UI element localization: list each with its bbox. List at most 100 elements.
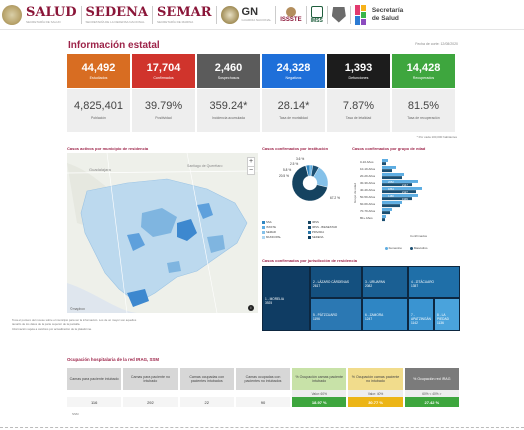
per-100k-note: * Por cada 100,000 habitantes	[416, 135, 457, 139]
zoom-in-button[interactable]: +	[248, 158, 254, 165]
card-label: Recuperados	[412, 75, 435, 80]
age-bar-female[interactable]	[382, 215, 386, 218]
map-note-1: Toca el puntero del mouse sobre el munic…	[12, 318, 137, 322]
salud-logo-text: SALUD	[26, 5, 77, 20]
map-note-2: tamaño de los datos de la parte superior…	[12, 322, 81, 326]
age-bar-female[interactable]	[382, 180, 418, 183]
card-value: 24,328	[276, 61, 311, 74]
treemap-cell-name: 8 - LA PIEDAD	[437, 312, 449, 321]
pie-legend-item: SSA	[262, 220, 304, 224]
age-bar-male[interactable]	[382, 211, 390, 215]
pie-slice[interactable]	[291, 165, 328, 202]
age-bar-female[interactable]	[382, 194, 418, 197]
imss-logo: IMSS	[311, 0, 323, 30]
card-value: 14,428	[406, 61, 441, 74]
treemap-cell-value: 3925	[265, 300, 273, 305]
treemap-cell-value: 1196	[313, 316, 320, 321]
treemap-cell-value: 1142	[411, 320, 418, 325]
pie-legend-item: SEMAR	[262, 230, 304, 234]
card-label: Sospechosos	[217, 75, 240, 80]
age-bar-female[interactable]	[382, 166, 396, 169]
active-cases-map[interactable]: Guadalajara Santiago de Querétaro + − ©m…	[67, 153, 258, 313]
treemap-cell[interactable]: 4 - ZITÁCUARO 1357	[408, 266, 460, 298]
card-label: Confirmados	[153, 75, 174, 80]
age-bar-data-label: 2052	[388, 180, 394, 184]
age-bar-female[interactable]	[382, 159, 388, 162]
card-metric-label: Población	[91, 116, 106, 120]
age-bar-data-label: 2147	[402, 183, 408, 187]
state-seal-logo	[331, 0, 346, 30]
indicator-card: 1,393 Defunciones 7.87% Tasa de letalidad	[327, 54, 390, 132]
age-bar-male[interactable]	[382, 176, 402, 180]
occupancy-value: 30.77 %	[348, 397, 403, 407]
occupancy-header: % Ocupación camas paciente no intubado	[348, 368, 403, 390]
issste-logo-text: ISSSTE	[280, 16, 302, 23]
occupancy-column: Camas para paciente no intubado 292	[123, 368, 178, 408]
age-bar-male[interactable]	[382, 218, 385, 222]
occupancy-value: 116	[67, 397, 122, 407]
pie-data-label: 5.8 %	[283, 168, 291, 172]
pie-legend: SSA IMSS ISSSTE IMSS - BIENESTAR SEMAR PRIVAD…	[262, 220, 350, 239]
age-bar-female[interactable]	[382, 201, 402, 204]
age-bar-male[interactable]	[382, 197, 412, 201]
card-metric-value: 39.79%	[144, 100, 183, 112]
card-header: 14,428 Recuperados	[392, 54, 455, 88]
age-bar-data-label: 2127	[402, 190, 408, 194]
treemap-cell[interactable]: 7 - APATZINGÁN 1142	[408, 298, 434, 331]
occupancy-column: % Ocupación camas paciente no intubado Va…	[348, 368, 403, 408]
age-bar-male[interactable]	[382, 190, 416, 194]
page-divider	[0, 427, 524, 428]
age-bar-data-label: 1864	[388, 187, 394, 191]
age-bar-female[interactable]	[382, 208, 392, 211]
jurisdiction-treemap[interactable]: 1 - MORELIA 3925 2 - LÁZARO CÁRDENAS 2617 3 …	[262, 266, 460, 331]
semar-logo: SEMAR SECRETARÍA DE MARINA	[157, 0, 212, 30]
header-divider	[326, 5, 328, 24]
treemap-cell[interactable]: 3 - URUAPAN 2082	[362, 266, 408, 298]
secretaria-salud-logo: Secretaría de Salud	[354, 0, 403, 30]
age-bar-male[interactable]	[382, 169, 392, 173]
pie-title: Casos confirmados por institución	[262, 146, 329, 151]
card-value: 44,492	[81, 61, 116, 74]
occupancy-header: Camas para paciente intubado	[67, 368, 122, 390]
header-divider	[349, 5, 351, 24]
map-info-icon[interactable]: i	[248, 305, 254, 311]
secretaria-line2: de Salud	[371, 14, 399, 22]
pie-legend-item: IMSS - BIENESTAR	[308, 225, 350, 229]
age-bar-male[interactable]	[382, 204, 400, 208]
age-chart-title: Casos confirmados por grupo de edad	[352, 146, 426, 151]
treemap-cell[interactable]: 5 - PÁTZCUARO 1196	[310, 298, 362, 331]
zoom-out-button[interactable]: −	[248, 166, 254, 174]
occupancy-column: Camas para paciente intubado 116	[67, 368, 122, 408]
occupancy-source: SSM	[72, 412, 79, 416]
imss-emblem-icon	[310, 5, 323, 18]
gn-logo-sub: GUARDIA NACIONAL	[241, 18, 272, 22]
treemap-cell-name: 4 - ZITÁCUARO	[411, 280, 435, 284]
pie-legend-item: IMSS	[308, 220, 350, 224]
indicator-card: 17,704 Confirmados 39.79% Positividad	[132, 54, 195, 132]
age-bar-male[interactable]	[382, 162, 386, 166]
card-header: 17,704 Confirmados	[132, 54, 195, 88]
card-metric: 28.14* Tasa de mortalidad	[262, 88, 325, 132]
age-bar-male[interactable]	[382, 183, 412, 187]
occupancy-header: % Ocupación red IRAG	[404, 368, 459, 390]
occupancy-value: 18.97 %	[292, 397, 347, 407]
occupancy-spacer	[123, 390, 178, 397]
treemap-cell[interactable]: 2 - LÁZARO CÁRDENAS 2617	[310, 266, 362, 298]
age-pyramid-chart[interactable]: Grupo de edad 0-10 Años 10-19 Años 20-29 Añ…	[352, 153, 460, 253]
header-divider	[80, 5, 82, 24]
treemap-cell-name: 7 - APATZINGÁN	[411, 312, 431, 321]
institution-pie-chart[interactable]: 3.6 % 2.5 % 5.8 % 20.5 % 67.2 % SSA IMSS ISSST…	[262, 153, 350, 253]
treemap-cell-name: 1 - MORELIA	[265, 296, 284, 301]
card-label: Defunciones	[348, 75, 369, 80]
age-group-label: 10-19 Años	[360, 167, 376, 171]
age-group-label: 40-49 Años	[360, 188, 376, 192]
treemap-cell[interactable]: 1 - MORELIA 3925	[262, 266, 310, 331]
pie-data-label: 2.5 %	[290, 162, 298, 166]
legend-female: Femenino	[384, 246, 402, 250]
treemap-cell-value: 1136	[437, 320, 444, 325]
treemap-cell[interactable]: 8 - LA PIEDAD 1136	[434, 298, 460, 331]
treemap-cell[interactable]: 6 - ZAMORA 1247	[362, 298, 408, 331]
age-bar-female[interactable]	[382, 173, 404, 176]
card-metric-label: Incidencia acumulada	[212, 116, 245, 120]
age-bar-female[interactable]	[382, 187, 422, 190]
